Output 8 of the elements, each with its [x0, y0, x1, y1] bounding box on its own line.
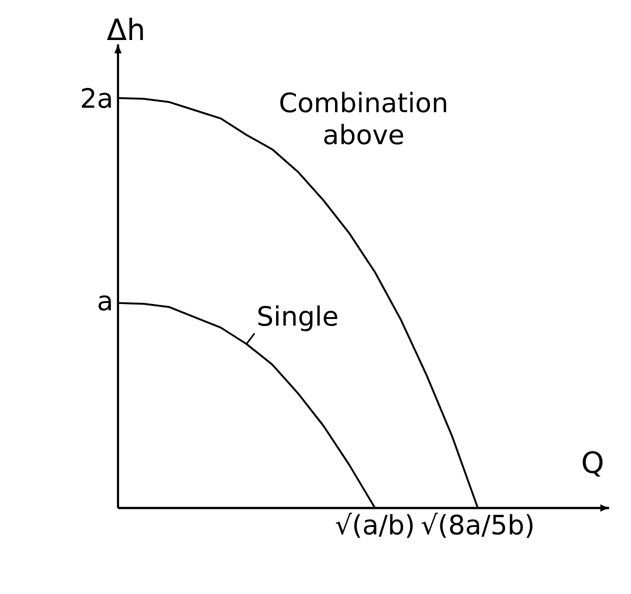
x-axis-title: Q: [582, 451, 603, 477]
text: 2a: [82, 88, 111, 108]
series-label: Single: [258, 305, 338, 332]
text: √(8a/5b): [422, 512, 532, 538]
text: √(a/b): [336, 512, 413, 538]
series-label: Combination above: [280, 92, 446, 145]
y-axis-title: Δh: [106, 18, 143, 40]
text: a: [98, 295, 111, 311]
